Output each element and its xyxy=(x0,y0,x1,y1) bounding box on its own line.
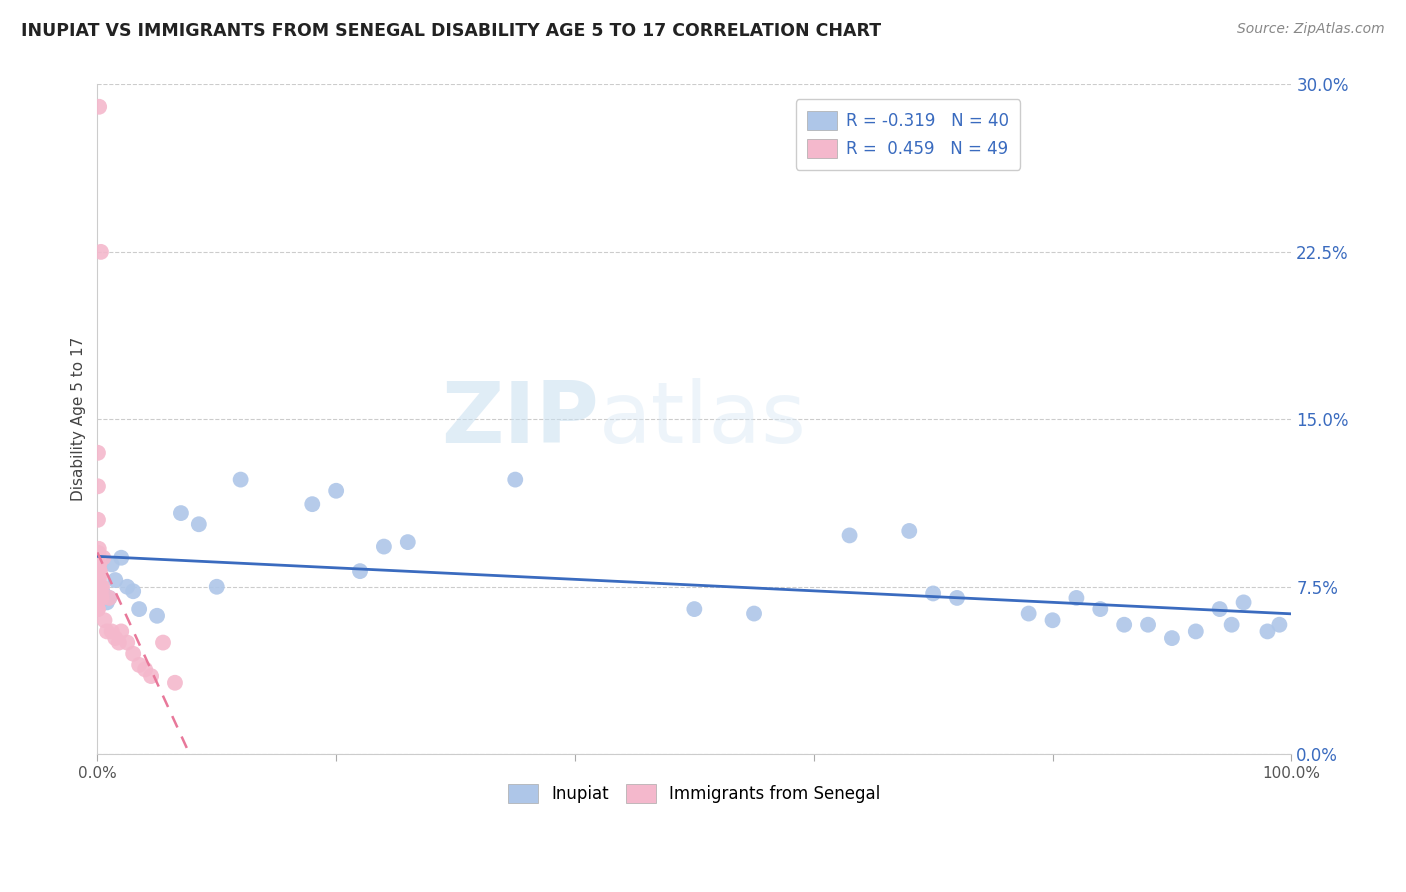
Point xyxy=(87,546,110,560)
Point xyxy=(1232,595,1254,609)
Point xyxy=(100,624,122,639)
Point xyxy=(87,558,110,572)
Point xyxy=(89,558,111,572)
Point xyxy=(128,602,150,616)
Point xyxy=(87,558,110,572)
Point xyxy=(110,550,132,565)
Point xyxy=(86,586,108,600)
Point xyxy=(89,100,111,114)
Point xyxy=(1066,591,1088,605)
Point xyxy=(1256,624,1278,639)
Point xyxy=(139,669,162,683)
Point xyxy=(898,524,921,538)
Point xyxy=(87,580,110,594)
Point xyxy=(1137,617,1160,632)
Point xyxy=(946,591,969,605)
Point xyxy=(838,528,860,542)
Point xyxy=(87,580,110,594)
Point xyxy=(229,473,252,487)
Point xyxy=(89,580,111,594)
Point xyxy=(152,635,174,649)
Point xyxy=(349,564,371,578)
Point xyxy=(87,580,110,594)
Point xyxy=(1090,602,1112,616)
Point xyxy=(396,535,419,549)
Point xyxy=(1185,624,1208,639)
Text: INUPIAT VS IMMIGRANTS FROM SENEGAL DISABILITY AGE 5 TO 17 CORRELATION CHART: INUPIAT VS IMMIGRANTS FROM SENEGAL DISAB… xyxy=(21,22,882,40)
Point xyxy=(91,580,114,594)
Legend: Inupiat, Immigrants from Senegal: Inupiat, Immigrants from Senegal xyxy=(498,773,890,813)
Point xyxy=(90,591,112,605)
Point xyxy=(87,558,110,572)
Point xyxy=(922,586,945,600)
Point xyxy=(1220,617,1243,632)
Point xyxy=(1042,613,1064,627)
Point xyxy=(110,624,132,639)
Point xyxy=(128,657,150,672)
Point xyxy=(89,591,111,605)
Point xyxy=(170,506,193,520)
Point xyxy=(96,624,118,639)
Point xyxy=(87,513,110,527)
Point xyxy=(90,586,112,600)
Point xyxy=(87,479,110,493)
Point xyxy=(122,584,145,599)
Point xyxy=(100,558,122,572)
Point xyxy=(87,568,110,582)
Point xyxy=(373,540,395,554)
Point xyxy=(93,613,115,627)
Text: atlas: atlas xyxy=(599,378,807,461)
Point xyxy=(1208,602,1230,616)
Point xyxy=(683,602,706,616)
Y-axis label: Disability Age 5 to 17: Disability Age 5 to 17 xyxy=(72,337,86,501)
Point xyxy=(115,580,138,594)
Point xyxy=(86,591,108,605)
Point xyxy=(87,558,110,572)
Point xyxy=(122,647,145,661)
Text: ZIP: ZIP xyxy=(441,378,599,461)
Point xyxy=(90,580,112,594)
Point xyxy=(91,586,114,600)
Point xyxy=(503,473,526,487)
Point xyxy=(1268,617,1291,632)
Point xyxy=(98,591,121,605)
Point xyxy=(87,546,110,560)
Point xyxy=(325,483,347,498)
Point xyxy=(134,662,156,676)
Point xyxy=(87,446,110,460)
Point xyxy=(96,595,118,609)
Point xyxy=(104,573,127,587)
Point xyxy=(98,591,121,605)
Point xyxy=(86,602,108,616)
Point xyxy=(87,546,110,560)
Point xyxy=(86,558,108,572)
Point xyxy=(104,631,127,645)
Point xyxy=(301,497,323,511)
Point xyxy=(205,580,228,594)
Point xyxy=(1114,617,1136,632)
Point xyxy=(90,244,112,259)
Point xyxy=(89,564,111,578)
Point xyxy=(91,550,114,565)
Point xyxy=(90,580,112,594)
Point xyxy=(146,608,169,623)
Point xyxy=(115,635,138,649)
Point xyxy=(86,546,108,560)
Point xyxy=(89,568,111,582)
Point xyxy=(86,580,108,594)
Point xyxy=(1018,607,1040,621)
Point xyxy=(87,602,110,616)
Point xyxy=(163,675,186,690)
Point xyxy=(86,568,108,582)
Point xyxy=(742,607,765,621)
Text: Source: ZipAtlas.com: Source: ZipAtlas.com xyxy=(1237,22,1385,37)
Point xyxy=(87,568,110,582)
Point xyxy=(89,564,111,578)
Point xyxy=(108,635,131,649)
Point xyxy=(87,541,110,556)
Point xyxy=(1161,631,1184,645)
Point xyxy=(187,517,209,532)
